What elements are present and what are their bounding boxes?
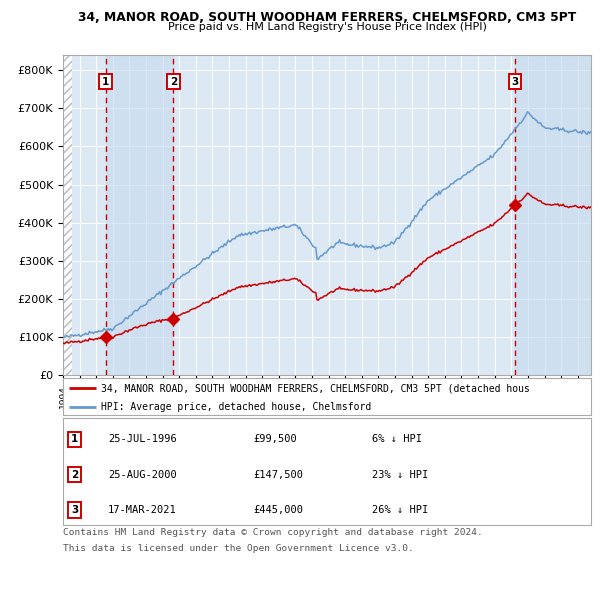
Bar xyxy=(63,55,72,375)
Bar xyxy=(106,55,173,375)
Text: 3: 3 xyxy=(71,505,78,515)
Text: 2: 2 xyxy=(170,77,177,87)
Text: This data is licensed under the Open Government Licence v3.0.: This data is licensed under the Open Gov… xyxy=(63,544,414,553)
Text: 25-AUG-2000: 25-AUG-2000 xyxy=(108,470,176,480)
Text: £99,500: £99,500 xyxy=(253,434,297,444)
Text: HPI: Average price, detached house, Chelmsford: HPI: Average price, detached house, Chel… xyxy=(101,402,371,412)
Text: 23% ↓ HPI: 23% ↓ HPI xyxy=(372,470,428,480)
Text: Price paid vs. HM Land Registry's House Price Index (HPI): Price paid vs. HM Land Registry's House … xyxy=(167,22,487,32)
Text: 34, MANOR ROAD, SOUTH WOODHAM FERRERS, CHELMSFORD, CM3 5PT (detached hous: 34, MANOR ROAD, SOUTH WOODHAM FERRERS, C… xyxy=(101,384,530,394)
Text: 2: 2 xyxy=(71,470,78,480)
Text: Contains HM Land Registry data © Crown copyright and database right 2024.: Contains HM Land Registry data © Crown c… xyxy=(63,528,483,537)
Text: 26% ↓ HPI: 26% ↓ HPI xyxy=(372,505,428,515)
Text: 3: 3 xyxy=(511,77,518,87)
Text: 6% ↓ HPI: 6% ↓ HPI xyxy=(372,434,422,444)
Text: 1: 1 xyxy=(71,434,78,444)
Bar xyxy=(63,55,72,375)
Text: 25-JUL-1996: 25-JUL-1996 xyxy=(108,434,176,444)
Text: £147,500: £147,500 xyxy=(253,470,303,480)
Text: 34, MANOR ROAD, SOUTH WOODHAM FERRERS, CHELMSFORD, CM3 5PT: 34, MANOR ROAD, SOUTH WOODHAM FERRERS, C… xyxy=(78,11,576,24)
Text: £445,000: £445,000 xyxy=(253,505,303,515)
Text: 1: 1 xyxy=(102,77,109,87)
Bar xyxy=(515,55,591,375)
Text: 17-MAR-2021: 17-MAR-2021 xyxy=(108,505,176,515)
